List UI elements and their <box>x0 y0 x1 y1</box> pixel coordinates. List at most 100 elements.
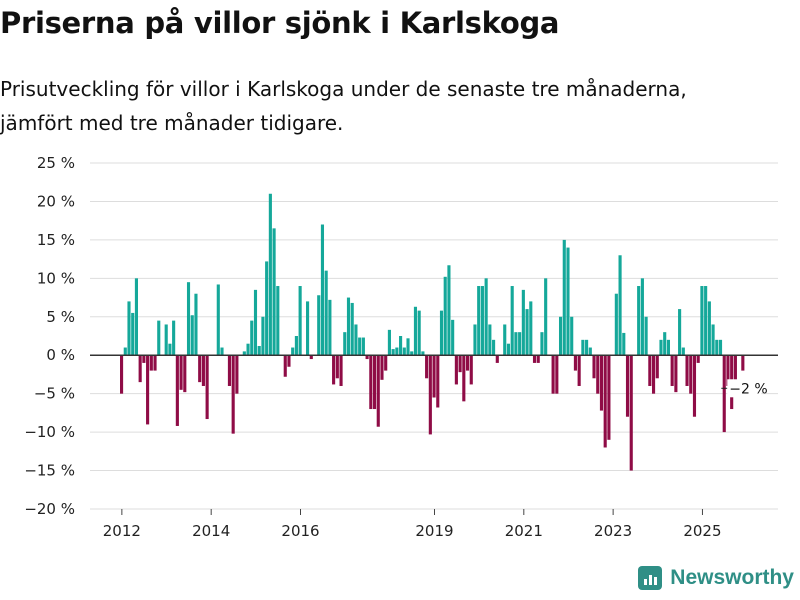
bar <box>186 282 191 356</box>
bar <box>666 339 670 356</box>
bar <box>674 355 678 393</box>
bar <box>741 355 745 371</box>
bar <box>246 343 250 356</box>
bar <box>651 355 656 394</box>
bar <box>451 319 455 356</box>
bar <box>291 347 295 356</box>
bar <box>328 299 332 356</box>
bar <box>216 284 220 356</box>
bar <box>551 355 555 394</box>
bar <box>376 355 380 427</box>
bar <box>599 355 604 411</box>
bar <box>536 355 540 363</box>
bar <box>190 315 194 356</box>
bar <box>529 301 533 356</box>
y-tick-label: −5 % <box>34 385 75 403</box>
bar <box>198 355 202 383</box>
bar <box>372 355 377 410</box>
bar <box>201 355 205 386</box>
bar <box>678 309 682 356</box>
bar <box>183 355 187 393</box>
bar <box>581 339 585 356</box>
y-tick-label: −15 % <box>24 462 75 480</box>
bar <box>648 355 652 386</box>
bar <box>127 301 131 356</box>
bar <box>164 324 168 356</box>
bar <box>685 355 689 386</box>
bar <box>134 278 138 356</box>
bar <box>365 355 369 360</box>
bar <box>179 355 183 390</box>
bar <box>510 286 514 356</box>
bar <box>718 339 723 356</box>
bar <box>570 316 574 356</box>
x-tick-label: 2014 <box>192 522 230 540</box>
bar <box>146 355 150 425</box>
bar <box>257 346 261 356</box>
bar <box>406 338 410 356</box>
bar <box>306 301 310 356</box>
bar <box>637 286 641 356</box>
bar <box>194 293 198 356</box>
last-value-label-bg <box>727 379 762 398</box>
bar <box>447 265 451 356</box>
bar <box>149 355 153 371</box>
bar <box>298 286 302 356</box>
bar <box>309 355 313 360</box>
bar <box>544 278 548 356</box>
x-tick-label: 2023 <box>594 522 632 540</box>
bar <box>421 351 425 356</box>
bar <box>324 270 328 356</box>
bar <box>227 355 232 386</box>
bar <box>614 293 618 356</box>
bar <box>142 355 146 363</box>
bar <box>640 278 644 356</box>
bar <box>726 355 730 386</box>
bar <box>261 316 265 356</box>
bar <box>514 332 518 356</box>
bar <box>253 289 258 356</box>
bar <box>268 193 272 356</box>
bar <box>488 324 492 356</box>
bar <box>384 355 388 371</box>
bar <box>733 355 737 383</box>
bar <box>380 355 384 380</box>
bar <box>287 355 291 367</box>
bar <box>157 320 161 356</box>
bar <box>603 355 607 448</box>
bar <box>432 355 436 398</box>
bar <box>655 355 659 379</box>
bar <box>402 347 406 356</box>
bar <box>585 339 589 356</box>
x-tick-label: 2012 <box>103 522 141 540</box>
bar <box>518 332 522 356</box>
bar <box>235 355 239 394</box>
bar <box>123 347 127 356</box>
bar <box>343 332 347 356</box>
bar <box>704 286 708 356</box>
bar <box>339 355 343 386</box>
bar <box>358 337 362 356</box>
x-tick-label: 2019 <box>415 522 453 540</box>
bar <box>428 355 432 435</box>
bar <box>644 316 648 356</box>
bar <box>172 320 176 356</box>
subtitle-line-1: Prisutveckling för villor i Karlskoga un… <box>0 77 687 101</box>
bar <box>205 355 209 420</box>
bar <box>436 355 440 408</box>
bar <box>120 355 124 394</box>
bar <box>242 351 246 356</box>
bar <box>622 332 626 356</box>
newsworthy-logo: Newsworthy <box>638 566 794 590</box>
bar <box>484 278 488 356</box>
bar <box>707 301 711 356</box>
bar <box>220 347 224 356</box>
bar <box>532 355 537 363</box>
bar <box>525 309 529 356</box>
bar <box>354 324 358 356</box>
bar <box>250 320 254 356</box>
bar <box>480 286 484 356</box>
bar <box>294 336 298 356</box>
bar <box>625 355 630 417</box>
